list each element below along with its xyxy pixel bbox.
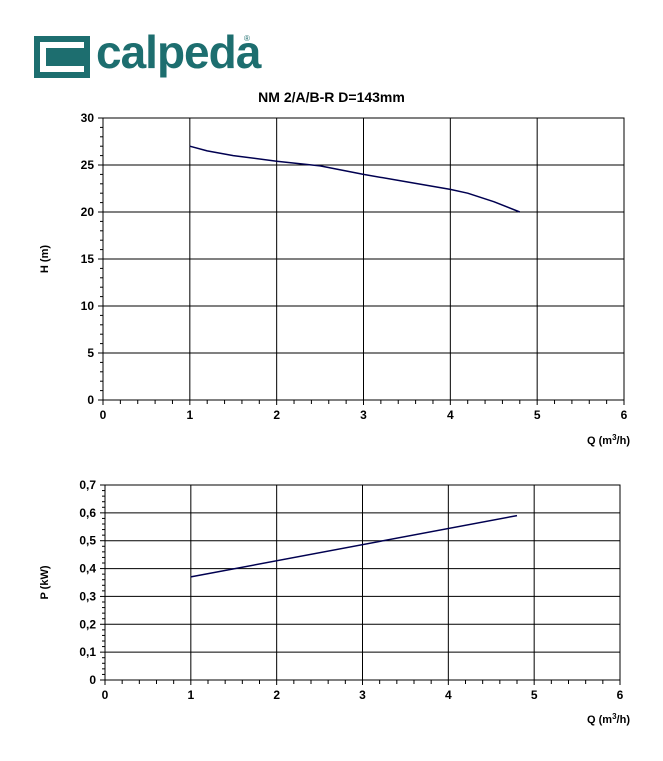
chart1-x-axis-title-end: /h): [617, 435, 631, 447]
chart1-x-tick-label: 0: [100, 408, 107, 422]
chart2-y-tick-label: 0,7: [79, 478, 96, 492]
chart2-x-tick-label: 5: [531, 688, 538, 702]
chart1-y-tick-label: 30: [81, 111, 95, 125]
chart2-x-axis-title: Q (m3/h): [587, 712, 630, 726]
chart2-y-axis-title: P (kW): [39, 565, 51, 599]
chart1-x-axis-title-main: Q (m: [587, 435, 612, 447]
chart1-x-tick-label: 6: [621, 408, 628, 422]
chart1-x-tick-label: 3: [360, 408, 367, 422]
chart1-y-tick-label: 10: [81, 299, 95, 313]
chart1-x-tick-label: 2: [273, 408, 280, 422]
chart1-x-axis-title-sup: 3: [612, 433, 617, 442]
chart2-y-tick-label: 0: [89, 673, 96, 687]
chart2-y-tick-label: 0,6: [79, 506, 96, 520]
chart1-y-axis-title: H (m): [39, 245, 51, 273]
chart2-x-tick-label: 4: [445, 688, 452, 702]
chart2-x-axis-title-main: Q (m: [587, 714, 612, 726]
chart1-y-tick-label: 0: [87, 393, 94, 407]
chart1-series-line: [189, 145, 521, 213]
logo-brand-text: calpeda: [96, 26, 261, 78]
chart2-y-tick-label: 0,5: [79, 534, 96, 548]
chart2-x-axis-title-end: /h): [617, 714, 631, 726]
chart1-x-axis-title: Q (m3/h): [587, 433, 630, 447]
chart2-y-tick-label: 0,3: [79, 589, 96, 603]
chart2-x-tick-label: 1: [187, 688, 194, 702]
logo-registered-mark: ®: [244, 34, 250, 43]
chart2-x-tick-label: 0: [102, 688, 109, 702]
chart2-series-line: [190, 514, 518, 578]
chart-title: NM 2/A/B-R D=143mm: [258, 89, 405, 105]
chart1-x-tick-label: 4: [447, 408, 454, 422]
chart1-x-tick-label: 1: [186, 408, 193, 422]
calpeda-logo-mark-icon: [34, 36, 90, 78]
chart1-y-tick-label: 15: [81, 252, 95, 266]
chart2-x-tick-label: 3: [359, 688, 366, 702]
chart2-y-tick-label: 0,1: [79, 645, 96, 659]
chart2-x-tick-label: 6: [617, 688, 624, 702]
chart2-y-tick-label: 0,2: [79, 617, 96, 631]
calpeda-logo: calpeda: [34, 26, 264, 80]
chart2-x-tick-label: 2: [273, 688, 280, 702]
chart2-x-axis-title-sup: 3: [612, 712, 617, 721]
chart1-x-tick-label: 5: [534, 408, 541, 422]
chart2-y-tick-label: 0,4: [79, 562, 96, 576]
chart1-y-tick-label: 20: [81, 205, 95, 219]
chart1-y-tick-label: 25: [81, 158, 95, 172]
chart1-y-tick-label: 5: [87, 346, 94, 360]
